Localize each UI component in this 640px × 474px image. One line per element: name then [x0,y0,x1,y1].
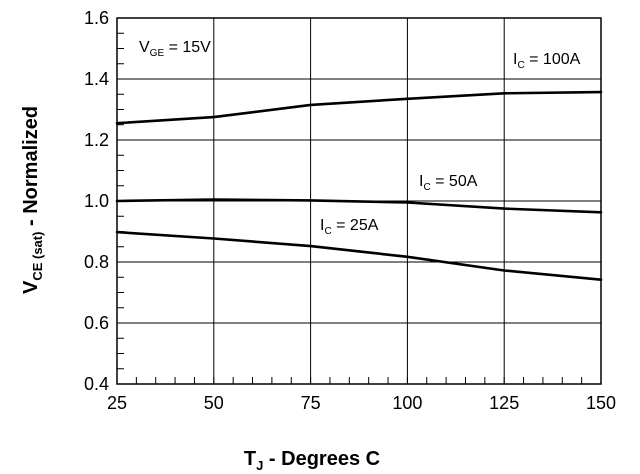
series-label-50a: IC = 50A [419,173,478,193]
y-tick-labels: 0.4 0.6 0.8 1.0 1.2 1.4 1.6 [84,8,109,394]
series-line-1 [115,198,603,214]
x-tick-label: 150 [586,393,616,413]
series-label-100a: IC = 100A [513,51,581,71]
x-tick-label: 75 [301,393,321,413]
y-tick-label: 1.4 [84,69,109,89]
x-tick-label: 50 [204,393,224,413]
x-tick-label: 25 [107,393,127,413]
y-tick-label: 0.4 [84,374,109,394]
x-axis-title: TJ - Degrees C [244,448,380,473]
series-label-25a: IC = 25A [320,217,379,237]
series-line-2 [115,230,603,281]
y-tick-label: 0.8 [84,252,109,272]
y-tick-label: 0.6 [84,313,109,333]
y-tick-label: 1.0 [84,191,109,211]
x-tick-label: 100 [392,393,422,413]
y-axis-title: VCE (sat) - Normalized [20,106,45,294]
plot-frame [116,17,602,385]
y-tick-label: 1.6 [84,8,109,28]
y-tick-label: 1.2 [84,130,109,150]
series-line-0 [115,90,603,125]
x-tick-labels: 25 50 75 100 125 150 [107,393,616,413]
condition-label: VGE = 15V [139,39,211,59]
series-lines [115,90,603,281]
x-tick-label: 125 [489,393,519,413]
